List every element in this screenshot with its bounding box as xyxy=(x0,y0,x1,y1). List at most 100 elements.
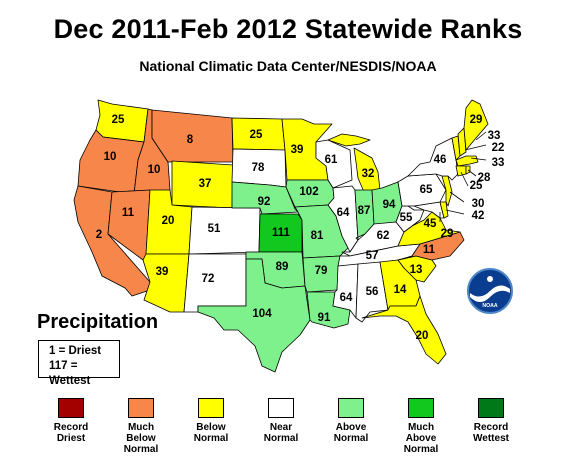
legend-label: Normal xyxy=(193,433,229,444)
rank-label-vt: 33 xyxy=(488,130,501,142)
legend-item-much-below-normal: Much Below Normal xyxy=(106,398,176,455)
rank-label-ca: 2 xyxy=(96,229,102,241)
rank-label-wa: 25 xyxy=(112,114,125,126)
legend-label: Record xyxy=(53,422,89,433)
rank-label-ma: 33 xyxy=(492,157,505,169)
rank-label-wi: 61 xyxy=(325,154,338,166)
rank-label-de: 42 xyxy=(472,210,485,222)
rank-label-ky: 62 xyxy=(377,230,390,242)
rank-label-wv: 55 xyxy=(400,212,413,224)
legend-swatch xyxy=(268,398,294,418)
legend-label: Normal xyxy=(333,433,369,444)
rank-label-pa: 65 xyxy=(420,184,433,196)
rank-label-nm: 72 xyxy=(202,273,215,285)
rank-label-nh: 22 xyxy=(492,142,505,154)
state-fl[interactable] xyxy=(361,295,447,365)
rank-label-fl: 20 xyxy=(416,330,429,342)
rank-label-wy: 37 xyxy=(199,178,212,190)
state-ct[interactable] xyxy=(455,165,467,177)
rank-label-in: 87 xyxy=(358,205,371,217)
legend-swatch xyxy=(408,398,434,418)
rank-label-nv: 11 xyxy=(122,207,135,219)
rank-label-ks: 111 xyxy=(272,227,291,239)
rank-label-co: 51 xyxy=(208,223,221,235)
callout-lines xyxy=(439,131,487,222)
rank-label-ia: 102 xyxy=(299,186,318,198)
rank-label-tx: 104 xyxy=(252,308,272,320)
legend-swatch xyxy=(338,398,364,418)
variable-title: Precipitation xyxy=(37,311,159,333)
rank-key-wettest: 117 = Wettest xyxy=(49,360,91,387)
legend-item-record-wettest: Record Wettest xyxy=(456,398,526,444)
rank-label-ne: 92 xyxy=(258,196,271,208)
legend-label: Normal xyxy=(403,444,439,455)
rank-label-id: 10 xyxy=(148,164,161,176)
rank-label-nd: 25 xyxy=(250,129,263,141)
legend-item-above-normal: Above Normal xyxy=(316,398,386,444)
rank-label-sc: 13 xyxy=(410,264,423,276)
rank-label-ut: 20 xyxy=(162,215,175,227)
legend-label: Much xyxy=(127,422,155,433)
legend-item-much-above-normal: Much Above Normal xyxy=(386,398,456,455)
legend-swatch xyxy=(198,398,224,418)
legend-swatch xyxy=(58,398,84,418)
rank-label-ri: 28 xyxy=(478,172,491,184)
rank-label-or: 10 xyxy=(104,151,117,163)
page-subtitle: National Climatic Data Center/NESDIS/NOA… xyxy=(139,58,437,74)
legend-label: Below xyxy=(126,433,156,444)
noaa-logo-text: NOAA xyxy=(482,303,498,309)
rank-label-mn: 39 xyxy=(291,144,304,156)
rank-label-mi: 32 xyxy=(362,168,375,180)
legend-label: Above xyxy=(335,422,367,433)
rank-label-oh: 94 xyxy=(383,199,396,211)
state-az[interactable] xyxy=(142,253,190,313)
rank-label-ok: 89 xyxy=(276,261,289,273)
legend-item-record-driest: Record Driest xyxy=(36,398,106,444)
legend-swatch xyxy=(128,398,154,418)
rank-label-nc: 11 xyxy=(423,244,436,256)
state-il[interactable] xyxy=(327,185,359,253)
rank-key-driest: 1 = Driest xyxy=(49,345,102,357)
legend-label: Below xyxy=(196,422,226,433)
state-nc[interactable] xyxy=(397,231,465,261)
legend-label: Normal xyxy=(263,433,299,444)
legend-label: Near xyxy=(269,422,293,433)
rank-label-il: 64 xyxy=(337,207,350,219)
noaa-logo-icon: NOAA xyxy=(467,268,513,314)
legend-swatch xyxy=(478,398,504,418)
state-mi-up xyxy=(327,133,371,147)
rank-key-box: 1 = Driest 117 = Wettest xyxy=(38,340,120,387)
legend-label: Normal xyxy=(123,444,159,455)
rank-label-sd: 78 xyxy=(252,162,265,174)
rank-label-az: 39 xyxy=(156,266,169,278)
state-nm[interactable] xyxy=(183,253,247,313)
rank-label-ar: 79 xyxy=(315,265,328,277)
state-ar[interactable] xyxy=(302,255,341,293)
rank-label-va: 29 xyxy=(441,228,454,240)
rank-label-ga: 14 xyxy=(394,284,407,296)
state-co[interactable] xyxy=(188,206,261,255)
state-me[interactable] xyxy=(463,99,489,151)
legend-label: Driest xyxy=(56,433,86,444)
rank-label-ms: 64 xyxy=(340,292,353,304)
state-nh[interactable] xyxy=(457,127,467,157)
legend-label: Above xyxy=(405,433,437,444)
rank-label-mt: 8 xyxy=(187,134,194,146)
state-tx[interactable] xyxy=(197,258,311,373)
page-title: Dec 2011-Feb 2012 Statewide Ranks xyxy=(53,14,523,44)
legend-label: Record xyxy=(473,422,509,433)
rank-label-me: 29 xyxy=(470,114,483,126)
rank-label-la: 91 xyxy=(318,312,331,324)
rank-label-mo: 81 xyxy=(311,230,324,242)
state-ks[interactable] xyxy=(258,213,303,253)
rank-label-ny: 46 xyxy=(434,154,447,166)
rank-label-tn: 57 xyxy=(366,250,379,262)
state-de[interactable] xyxy=(439,201,449,219)
rank-label-nj: 30 xyxy=(472,198,485,210)
state-mt[interactable] xyxy=(151,109,234,163)
legend-item-near-normal: Near Normal xyxy=(246,398,316,444)
legend-label: Much xyxy=(407,422,435,433)
state-ma[interactable] xyxy=(455,155,479,167)
rank-label-al: 56 xyxy=(366,286,379,298)
